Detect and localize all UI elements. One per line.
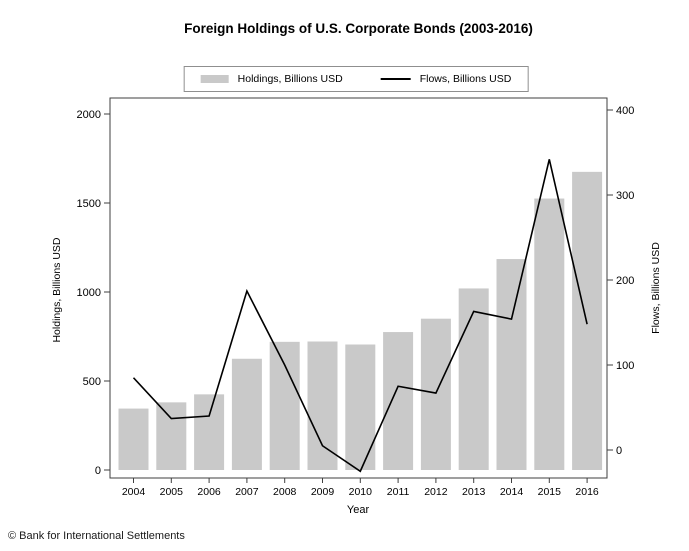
y-right-tick-label: 100 [616,360,634,372]
copyright-note: © Bank for International Settlements [8,530,185,542]
x-tick-label-2006: 2006 [197,486,221,498]
bar-2008 [269,341,300,470]
y-right-tick-label: 0 [616,445,622,457]
bar-2009 [307,341,338,470]
y-left-tick-label: 500 [83,376,101,388]
x-tick-label-2007: 2007 [235,486,259,498]
x-tick-label-2004: 2004 [122,486,146,498]
y-right-tick-label: 200 [616,275,634,287]
legend-flows-label: Flows, Billions USD [419,73,512,85]
y-left-tick-label: 1500 [77,198,101,210]
bar-2011 [383,332,414,470]
y-right-tick-label: 300 [616,190,634,202]
flows-line-swatch [380,78,411,80]
x-tick-label-2013: 2013 [462,486,486,498]
x-tick-label-2011: 2011 [387,486,410,498]
bar-2006 [194,394,225,470]
x-tick-label-2010: 2010 [349,486,373,498]
bar-2015 [534,198,565,471]
flows-line [132,159,588,473]
bar-2012 [420,318,451,470]
x-tick-label-2016: 2016 [575,486,599,498]
y-left-tick-label: 2000 [77,109,101,121]
x-tick-label-2012: 2012 [424,486,448,498]
bar-2007 [231,358,262,470]
y-right-tick-label: 400 [616,105,634,117]
left-axis-title: Holdings, Billions USD [51,237,63,342]
bar-2005 [156,402,187,470]
bar-2014 [496,259,527,470]
bar-2013 [458,288,489,470]
plot-frame [109,97,608,479]
y-left-tick-label: 0 [95,465,101,477]
x-tick-label-2008: 2008 [273,486,297,498]
x-tick-label-2014: 2014 [500,486,524,498]
x-axis-title: Year [347,504,370,516]
legend: Holdings, Billions USD Flows, Billions U… [183,66,529,92]
legend-holdings-label: Holdings, Billions USD [237,73,343,85]
y-left-tick-label: 1000 [77,287,101,299]
x-tick-label-2009: 2009 [311,486,335,498]
x-tick-label-2005: 2005 [160,486,184,498]
right-axis-title: Flows, Billions USD [650,242,662,334]
bar-2004 [118,408,149,470]
x-tick-label-2015: 2015 [538,486,562,498]
bar-2010 [345,344,376,470]
chart-title: Foreign Holdings of U.S. Corporate Bonds… [184,21,533,36]
holdings-bar-swatch [200,75,229,83]
